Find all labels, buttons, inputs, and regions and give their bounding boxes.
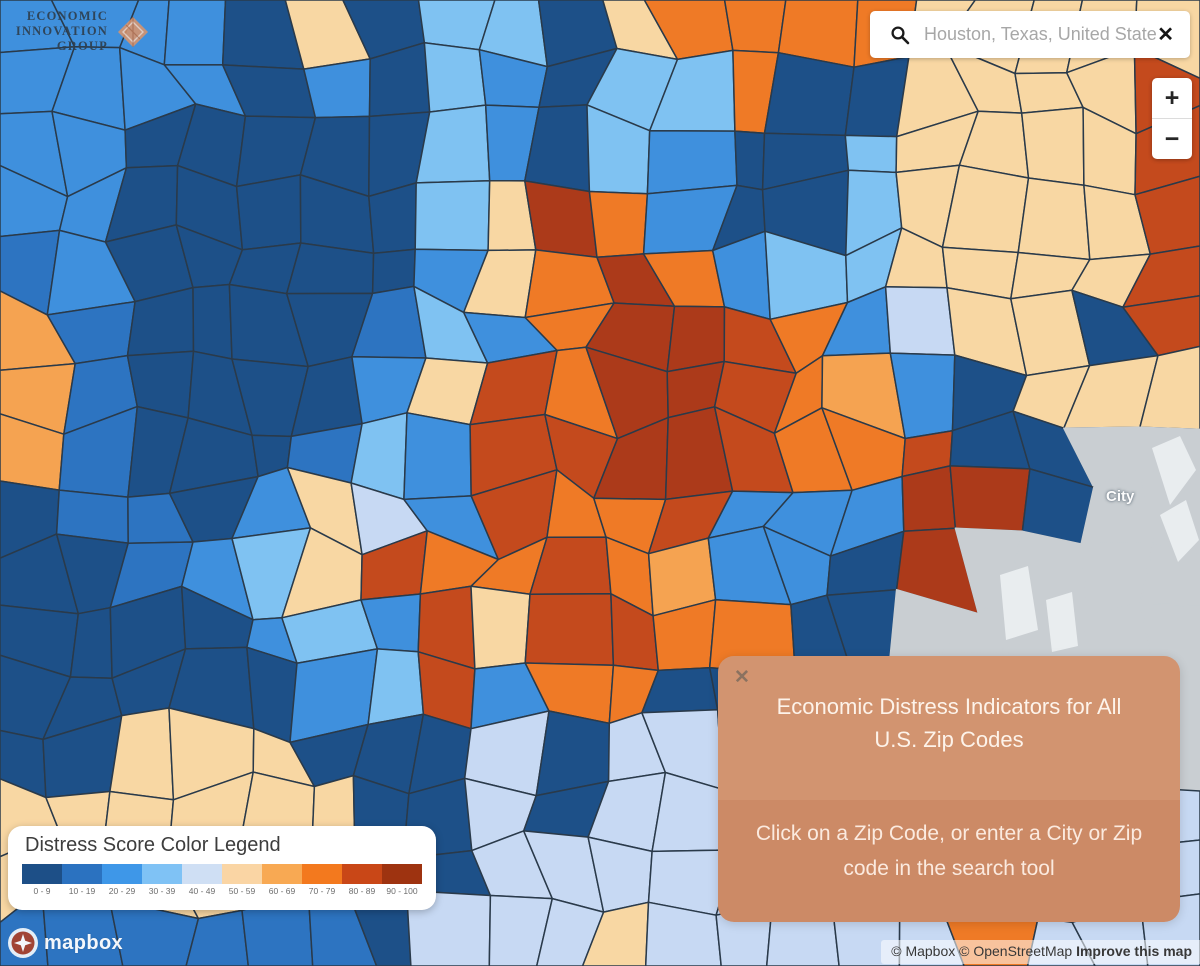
legend-bucket-label: 50 - 59 — [228, 886, 256, 896]
search-input[interactable] — [924, 24, 1158, 45]
legend-swatch — [102, 864, 142, 884]
mapbox-wordmark: mapbox — [44, 931, 124, 954]
zoom-in-button[interactable]: + — [1164, 83, 1180, 112]
eig-wordmark: ECONOMIC INNOVATION GROUP — [6, 9, 108, 54]
legend-swatch — [142, 864, 182, 884]
mapbox-logo[interactable]: mapbox — [8, 928, 123, 958]
legend-bucket-label: 70 - 79 — [308, 886, 336, 896]
eig-line-2: INNOVATION — [15, 24, 108, 38]
legend-bucket-label: 0 - 9 — [33, 886, 51, 896]
legend-swatch — [182, 864, 222, 884]
legend-swatch — [62, 864, 102, 884]
legend-title: Distress Score Color Legend — [25, 834, 281, 856]
map-city-label: City — [1106, 488, 1135, 505]
legend-bucket-label: 60 - 69 — [268, 886, 296, 896]
legend-swatch — [342, 864, 382, 884]
mapbox-logo-icon — [8, 928, 38, 958]
legend-swatch — [262, 864, 302, 884]
distress-legend-card: Distress Score Color Legend 0 - 9 10 - 19… — [8, 826, 436, 910]
eig-line-1: ECONOMIC — [26, 9, 108, 23]
zoom-control-divider — [1152, 118, 1192, 119]
legend-swatches — [22, 864, 422, 884]
legend-bucket-label: 20 - 29 — [108, 886, 136, 896]
eig-logo: ECONOMIC INNOVATION GROUP — [6, 9, 150, 54]
search-icon — [891, 25, 910, 44]
geocoder-search-box: ✕ — [870, 11, 1190, 58]
info-popup-header: Economic Distress Indicators for All U.S… — [718, 656, 1180, 800]
zoom-control: + − — [1152, 78, 1192, 159]
popup-close-icon[interactable]: ✕ — [734, 667, 750, 688]
info-popup-text: Click on a Zip Code, or enter a City or … — [755, 822, 1143, 880]
attribution-copyright: © Mapbox © OpenStreetMap — [891, 943, 1073, 959]
search-clear-icon[interactable]: ✕ — [1157, 23, 1174, 46]
info-popup-body: Click on a Zip Code, or enter a City or … — [718, 800, 1180, 922]
zoom-out-button[interactable]: − — [1164, 124, 1180, 153]
legend-bucket-label: 30 - 39 — [148, 886, 176, 896]
info-popup: Economic Distress Indicators for All U.S… — [718, 656, 1180, 922]
legend-bucket-label: 40 - 49 — [188, 886, 216, 896]
eig-diamond-icon — [118, 16, 148, 47]
legend-swatch — [302, 864, 342, 884]
improve-map-link[interactable]: Improve this map — [1076, 943, 1192, 959]
legend-bucket-label: 90 - 100 — [386, 886, 418, 896]
legend-bucket-label: 10 - 19 — [68, 886, 96, 896]
legend-labels: 0 - 9 10 - 19 20 - 29 30 - 39 40 - 49 50 - 59… — [22, 886, 422, 896]
legend-bucket-label: 80 - 89 — [348, 886, 376, 896]
map-attribution: © Mapbox © OpenStreetMap Improve this ma… — [881, 940, 1200, 964]
legend-swatch — [382, 864, 422, 884]
legend-swatch — [222, 864, 262, 884]
info-popup-title: Economic Distress Indicators for All U.S… — [776, 694, 1122, 752]
eig-line-3: GROUP — [56, 39, 108, 53]
legend-swatch — [22, 864, 62, 884]
